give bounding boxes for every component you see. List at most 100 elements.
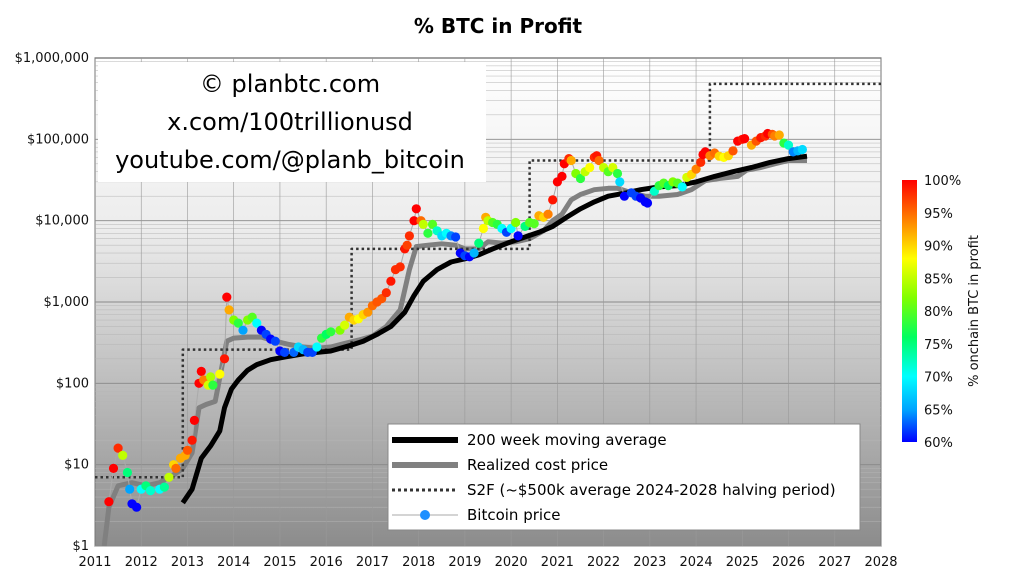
watermark-box [98,62,486,182]
price-point [340,320,350,330]
price-point [411,204,421,214]
price-point [386,276,396,286]
watermark-line-2: x.com/100trillionusd [167,108,413,136]
price-point [196,366,206,376]
colorbar: 100% 95% 90% 85% 80% 75% 70% 65% 60% % onchain B… [902,174,982,451]
y-tick-label: $1,000,000 [15,51,89,66]
y-tick-label: $100 [56,376,89,391]
watermark-line-3: youtube.com/@planb_bitcoin [115,146,465,174]
price-point [189,415,199,425]
legend-swatch-price-dot [420,510,430,520]
price-point [774,130,784,140]
price-point [113,443,123,453]
price-point [395,262,405,272]
price-point [543,209,553,219]
price-point [326,327,336,337]
price-point [575,173,586,184]
colorbar-label: % onchain BTC in profit [967,235,982,387]
colorbar-tick-label: 65% [924,403,953,418]
legend-label-ma200: 200 week moving average [467,431,667,449]
price-point [145,486,156,496]
price-point [469,248,479,258]
x-tick-label: 2020 [495,555,528,570]
price-point [381,288,391,298]
x-tick-label: 2014 [217,555,250,570]
price-point [125,484,135,494]
price-point [797,144,808,155]
legend: 200 week moving average Realized cost pr… [387,423,861,531]
colorbar-tick-label: 85% [924,272,953,287]
price-point [451,232,461,242]
colorbar-tick-label: 95% [924,207,953,222]
legend-label-price: Bitcoin price [467,506,561,524]
watermark: © planbtc.com x.com/100trillionusd youtu… [98,62,486,182]
price-point [312,342,322,352]
x-tick-label: 2016 [310,555,343,570]
price-point [182,445,193,455]
x-tick-label: 2018 [402,555,435,570]
series-line-realized [101,158,807,547]
price-point [215,369,225,379]
x-tick-label: 2028 [864,555,897,570]
price-point [219,354,230,364]
y-tick-label: $10,000 [35,214,89,229]
price-point [171,463,181,473]
x-axis: 2011 2012 2013 2014 2015 2016 2017 2018 2019 2020… [78,555,897,570]
price-point [164,472,174,482]
colorbar-tick-label: 70% [924,371,953,386]
colorbar-gradient [902,180,917,442]
y-tick-label: $10 [64,458,89,473]
chart-title: % BTC in Profit [414,14,583,38]
x-tick-label: 2023 [633,555,666,570]
legend-box [387,423,861,531]
price-point [783,140,794,150]
price-point [252,318,262,328]
x-tick-label: 2026 [772,555,805,570]
price-point [529,219,539,229]
x-tick-label: 2011 [78,555,111,570]
y-axis: $1,000,000 $100,000 $10,000 $1,000 $100 $10 $1 [15,51,89,554]
price-point [208,380,218,390]
price-point [159,482,169,492]
colorbar-tick-label: 90% [924,240,953,255]
price-point [233,318,243,328]
legend-label-realized: Realized cost price [467,456,608,474]
series-line-s2f [95,82,881,479]
price-layer [104,128,808,512]
price-point [642,198,653,208]
y-tick-label: $1,000 [44,295,90,310]
colorbar-tick-label: 60% [924,436,953,451]
x-tick-label: 2022 [587,555,620,570]
price-point [404,231,414,241]
price-point [423,228,433,238]
price-point [222,292,232,302]
price-point [548,195,558,205]
colorbar-ticks: 100% 95% 90% 85% 80% 75% 70% 65% 60% [924,174,961,451]
x-tick-label: 2021 [541,555,574,570]
price-point [427,219,438,229]
price-point [187,435,197,445]
price-point [402,240,412,250]
price-point [511,217,521,228]
price-point [108,463,119,473]
price-point [474,238,484,248]
watermark-line-1: © planbtc.com [200,70,380,98]
price-point [224,305,234,315]
x-tick-label: 2025 [726,555,759,570]
x-tick-label: 2024 [680,555,713,570]
legend-label-s2f: S2F (~$500k average 2024-2028 halving pe… [467,481,836,499]
price-point [280,347,290,357]
x-tick-label: 2015 [263,555,296,570]
price-point [740,134,750,144]
price-point [612,168,623,179]
y-tick-label: $1 [72,539,89,554]
price-point [418,219,428,229]
price-point [104,497,114,507]
x-tick-label: 2017 [356,555,389,570]
price-point [619,191,630,201]
price-point [691,164,701,174]
y-tick-label: $100,000 [27,132,89,147]
x-tick-label: 2019 [448,555,481,570]
price-point [132,502,142,512]
